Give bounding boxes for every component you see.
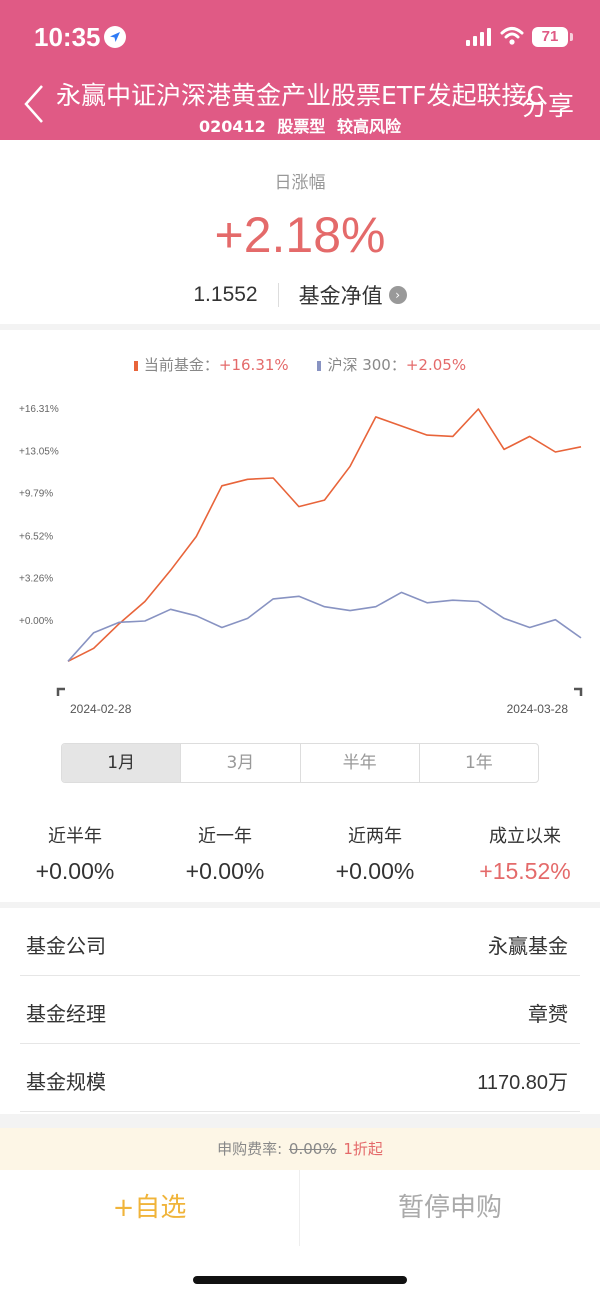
y-tick-label: +0.00%: [19, 616, 53, 627]
size-value: 1170.80万: [477, 1072, 568, 1094]
return-item: 成立以来 +15.52%: [450, 822, 600, 885]
period-tabs: 1月 3月 半年 1年: [61, 743, 539, 783]
location-arrow-icon: [104, 26, 126, 48]
return-item: 近半年 +0.00%: [0, 822, 150, 885]
manager-label: 基金经理: [26, 1002, 106, 1026]
return-label: 成立以来: [489, 826, 561, 847]
share-button[interactable]: 分享: [521, 92, 574, 122]
fund-title: 永赢中证沪深港黄金产业股票ETF发起联接C: [56, 81, 544, 110]
bottom-action-bar: +自选 暂停申购: [0, 1170, 600, 1246]
return-label: 近两年: [348, 826, 402, 847]
y-tick-label: +3.26%: [19, 574, 53, 585]
legend-fund: 当前基金：+16.31%: [133, 354, 289, 375]
home-indicator[interactable]: [193, 1276, 407, 1284]
suspended-purchase-button[interactable]: 暂停申购: [397, 1193, 502, 1223]
x-start-label: 2024-02-28: [70, 702, 132, 716]
legend-fund-swatch: [133, 360, 138, 371]
manager-value: 章赟: [528, 1004, 568, 1026]
tab-1-year[interactable]: 1年: [464, 753, 493, 773]
nav-row[interactable]: 1.1552 基金净值 ›: [0, 280, 600, 310]
summary-card: 日涨幅 +2.18% 1.1552 基金净值 ›: [0, 140, 600, 324]
returns-row: 近半年 +0.00% 近一年 +0.00% 近两年 +0.00% 成立以来 +1…: [0, 822, 600, 885]
nav-label: 基金净值: [298, 284, 383, 308]
header: 10:35 71 永赢中证沪深港黄金产业股票ETF发起联接C 分享 020412…: [0, 0, 600, 140]
return-item: 近两年 +0.00%: [300, 822, 450, 885]
y-tick-label: +6.52%: [19, 531, 53, 542]
info-row-manager[interactable]: 基金经理 章赟: [20, 976, 580, 1044]
fund-info-card: 基金公司 永赢基金 基金经理 章赟 基金规模 1170.80万: [0, 908, 600, 1114]
wifi-icon: [500, 27, 524, 45]
legend-fund-label: 当前基金：: [143, 356, 219, 374]
info-row-size: 基金规模 1170.80万: [20, 1044, 580, 1112]
return-value: +15.52%: [479, 858, 571, 884]
tab-3-months[interactable]: 3月: [181, 744, 301, 782]
fee-label: 申购费率:: [217, 1140, 283, 1158]
back-arrow-icon[interactable]: [22, 84, 46, 124]
fund-subtitle: 020412 股票型 较高风险: [0, 113, 600, 137]
tab-half-year[interactable]: 半年: [301, 744, 420, 782]
cellular-signal-icon: [466, 28, 491, 46]
daily-change-value: +2.18%: [214, 207, 386, 263]
nav-value: 1.1552: [193, 283, 279, 307]
y-tick-label: +16.31%: [19, 404, 59, 415]
risk-level: 较高风险: [336, 117, 401, 136]
chart-legend: 当前基金：+16.31% 沪深 300：+2.05%: [0, 354, 600, 375]
company-label: 基金公司: [26, 934, 106, 958]
company-value: 永赢基金: [488, 936, 568, 958]
index-series-line: [67, 591, 582, 662]
add-to-watchlist-button[interactable]: +自选: [0, 1170, 300, 1246]
range-end-handle[interactable]: [574, 687, 583, 696]
battery-indicator: 71: [532, 27, 573, 47]
range-start-handle[interactable]: [56, 687, 65, 696]
x-end-label: 2024-03-28: [507, 702, 569, 716]
y-tick-label: +9.79%: [19, 489, 53, 500]
legend-index-label: 沪深 300：: [327, 356, 406, 374]
return-label: 近半年: [48, 826, 102, 847]
fund-series-line: [67, 408, 582, 663]
performance-chart[interactable]: +16.31% +13.05% +9.79% +6.52% +3.26% +0.00% 20…: [0, 390, 600, 720]
chevron-right-icon[interactable]: ›: [388, 286, 407, 304]
return-value: +0.00%: [185, 858, 265, 884]
fee-discount: 1折起: [343, 1140, 383, 1158]
status-time: 10:35: [34, 22, 101, 52]
fee-original-rate: 0.00%: [288, 1140, 337, 1158]
fund-type: 股票型: [277, 117, 326, 136]
legend-index: 沪深 300：+2.05%: [317, 354, 466, 375]
legend-index-swatch: [317, 360, 322, 371]
size-label: 基金规模: [26, 1070, 106, 1094]
legend-fund-value: +16.31%: [218, 356, 289, 374]
legend-index-value: +2.05%: [405, 356, 467, 374]
daily-change-label: 日涨幅: [274, 173, 326, 193]
chart-card: 当前基金：+16.31% 沪深 300：+2.05% +16.31% +13.05…: [0, 330, 600, 902]
status-bar: 10:35 71: [0, 0, 600, 70]
fee-bar: 申购费率: 0.00% 1折起: [0, 1128, 600, 1170]
return-item: 近一年 +0.00%: [150, 822, 300, 885]
home-bar: [0, 1246, 600, 1298]
return-value: +0.00%: [35, 858, 115, 884]
y-tick-label: +13.05%: [19, 446, 59, 457]
tab-1-month[interactable]: 1月: [62, 744, 182, 782]
fund-code: 020412: [199, 117, 266, 136]
info-row-company[interactable]: 基金公司 永赢基金: [20, 908, 580, 976]
return-value: +0.00%: [335, 858, 415, 884]
return-label: 近一年: [198, 826, 252, 847]
